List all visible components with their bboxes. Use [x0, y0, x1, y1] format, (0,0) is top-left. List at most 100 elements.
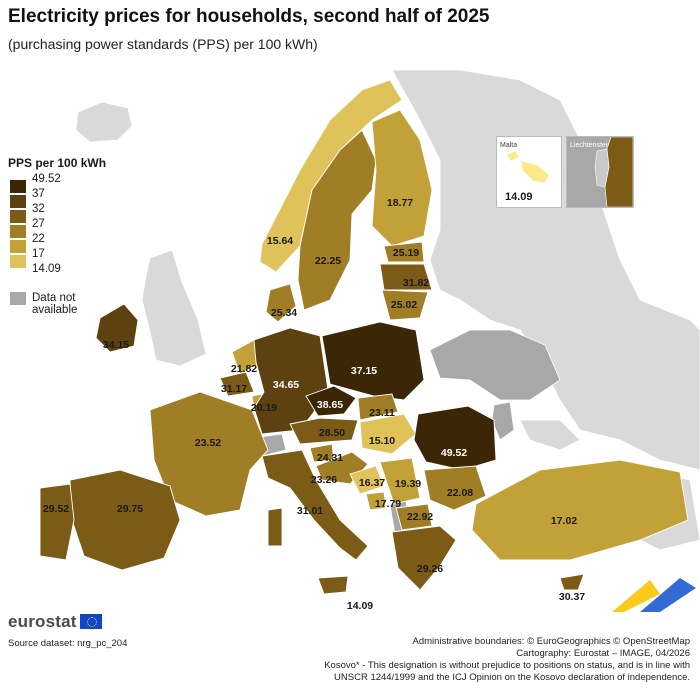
country-sweden-shape: [297, 129, 377, 311]
iceland-shape: [75, 101, 133, 143]
value-label-bulgaria: 22.08: [447, 487, 473, 499]
value-label-italy: 31.01: [297, 505, 323, 517]
crimea-shape: [519, 419, 581, 451]
country-portugal-shape: [39, 483, 75, 561]
malta-inset-value: 14.09: [505, 191, 533, 203]
value-label-sweden: 22.25: [315, 255, 341, 267]
country-poland-shape: [321, 321, 425, 401]
map-title: Electricity prices for households, secon…: [8, 6, 490, 27]
legend-title: PPS per 100 kWh: [8, 156, 107, 170]
belarus-ukraine-nodata-shape: [429, 329, 561, 401]
country-north-macedonia-shape: [395, 503, 433, 531]
country-denmark-shape: [265, 283, 297, 323]
legend-swatch: [10, 255, 26, 268]
value-label-latvia: 31.82: [403, 277, 429, 289]
country-cyprus-shape: [559, 573, 585, 591]
eurostat-corner-mark: [612, 578, 696, 612]
country-bulgaria-shape: [423, 465, 487, 511]
legend-swatch: [10, 210, 26, 223]
value-label-serbia: 19.39: [395, 478, 421, 490]
value-label-finland: 18.77: [387, 197, 413, 209]
malta-inset-map: [506, 150, 550, 184]
countries-layer: [39, 79, 689, 595]
value-label-north-macedonia: 22.92: [407, 511, 433, 523]
united-kingdom-shape: [141, 249, 207, 367]
liechtenstein-inset: Liechtenstein: [566, 136, 634, 208]
country-turkey-shape: [471, 459, 689, 561]
cartography-text: Cartography: Eurostat – IMAGE, 04/2026: [516, 648, 690, 659]
country-romania-shape: [413, 405, 497, 471]
source-text: Source dataset: nrg_pc_204: [8, 638, 128, 649]
country-finland-shape: [371, 109, 433, 247]
country-france-shape: [149, 391, 269, 517]
kosovo-line-2: UNSCR 1244/1999 and the ICJ Opinion on t…: [334, 672, 690, 683]
country-sicily-shape: [317, 575, 349, 595]
country-hungary-shape: [359, 413, 417, 455]
boundaries-text: Administrative boundaries: © EuroGeograp…: [412, 636, 691, 647]
value-label-croatia: 23.26: [311, 474, 337, 486]
value-label-slovenia: 24.31: [317, 452, 343, 464]
value-label-germany: 34.65: [273, 379, 299, 391]
value-label-greece: 29.26: [417, 563, 443, 575]
value-label-portugal: 29.52: [43, 503, 69, 515]
country-norway-shape: [259, 79, 403, 273]
value-label-lithuania: 25.02: [391, 299, 417, 311]
value-label-cyprus: 30.37: [559, 591, 585, 603]
kosovo-line-1: Kosovo* - This designation is without pr…: [324, 660, 690, 671]
value-label-estonia: 25.19: [393, 247, 419, 259]
map-subtitle: (purchasing power standards (PPS) per 10…: [8, 36, 318, 52]
country-italy-shape: [261, 449, 369, 561]
value-label-spain: 29.75: [117, 503, 143, 515]
country-estonia-shape: [383, 241, 425, 263]
value-label-france: 23.52: [195, 437, 221, 449]
footer-right: Administrative boundaries: © EuroGeograp…: [324, 636, 690, 684]
country-slovakia-shape: [357, 393, 399, 421]
country-latvia-shape: [379, 263, 433, 291]
legend-na-swatch: [10, 292, 26, 305]
malta-inset: Malta 14.09: [496, 136, 562, 208]
value-label-luxembourg: 20.19: [251, 402, 277, 414]
value-label-bosnia: 16.37: [359, 477, 385, 489]
value-label-norway: 15.64: [267, 235, 293, 247]
legend-scale: 49.52 37 32 27 22 17 14.09: [8, 173, 106, 282]
legend-na-label: Data not available: [32, 292, 78, 316]
eurostat-logo: eurostat: [8, 612, 77, 631]
country-montenegro-shape: [365, 491, 387, 511]
footer-left: eurostat Source dataset: nrg_pc_204: [8, 612, 127, 649]
malta-inset-label: Malta: [500, 142, 518, 149]
moldova-nodata-shape: [491, 401, 515, 441]
value-label-netherlands: 21.82: [231, 363, 257, 375]
country-bosnia-and-herzegovina-shape: [349, 465, 385, 495]
liechtenstein-inset-map: [594, 137, 633, 207]
value-label-malta: 14.09: [347, 600, 373, 612]
country-spain-shape: [69, 469, 181, 571]
legend-na-row: Data not available: [8, 292, 106, 316]
country-greece-shape: [391, 525, 457, 591]
legend-swatch: [10, 225, 26, 238]
country-ireland-shape: [95, 303, 139, 353]
value-label-austria: 28.50: [319, 427, 345, 439]
value-label-czechia: 38.65: [317, 399, 343, 411]
value-label-hungary: 15.10: [369, 435, 395, 447]
value-label-poland: 37.15: [351, 365, 377, 377]
country-czechia-shape: [305, 385, 357, 417]
country-austria-shape: [289, 417, 359, 445]
value-label-ireland: 34.15: [103, 339, 129, 351]
value-labels: 34.15 15.64 22.25 18.77 25.19 31.82 25.0…: [43, 197, 585, 612]
value-label-turkey: 17.02: [551, 515, 577, 527]
legend-swatch: [10, 180, 26, 193]
value-label-slovakia: 23.11: [369, 407, 395, 419]
country-belgium-shape: [219, 371, 255, 397]
legend-swatch: [10, 240, 26, 253]
legend-swatch: [10, 195, 26, 208]
country-serbia-shape: [379, 457, 421, 505]
liechtenstein-inset-label: Liechtenstein: [570, 142, 612, 149]
legend: PPS per 100 kWh 49.52 37 32 27 22 17 14.09 Dat…: [8, 156, 107, 316]
value-label-belgium: 31.17: [221, 383, 247, 395]
country-lithuania-shape: [381, 289, 429, 321]
value-label-romania: 49.52: [441, 447, 467, 459]
eu-flag-icon: [79, 614, 102, 629]
value-label-montenegro: 17.79: [375, 498, 401, 510]
country-sardinia-shape: [267, 507, 283, 547]
value-label-denmark: 25.34: [271, 307, 297, 319]
